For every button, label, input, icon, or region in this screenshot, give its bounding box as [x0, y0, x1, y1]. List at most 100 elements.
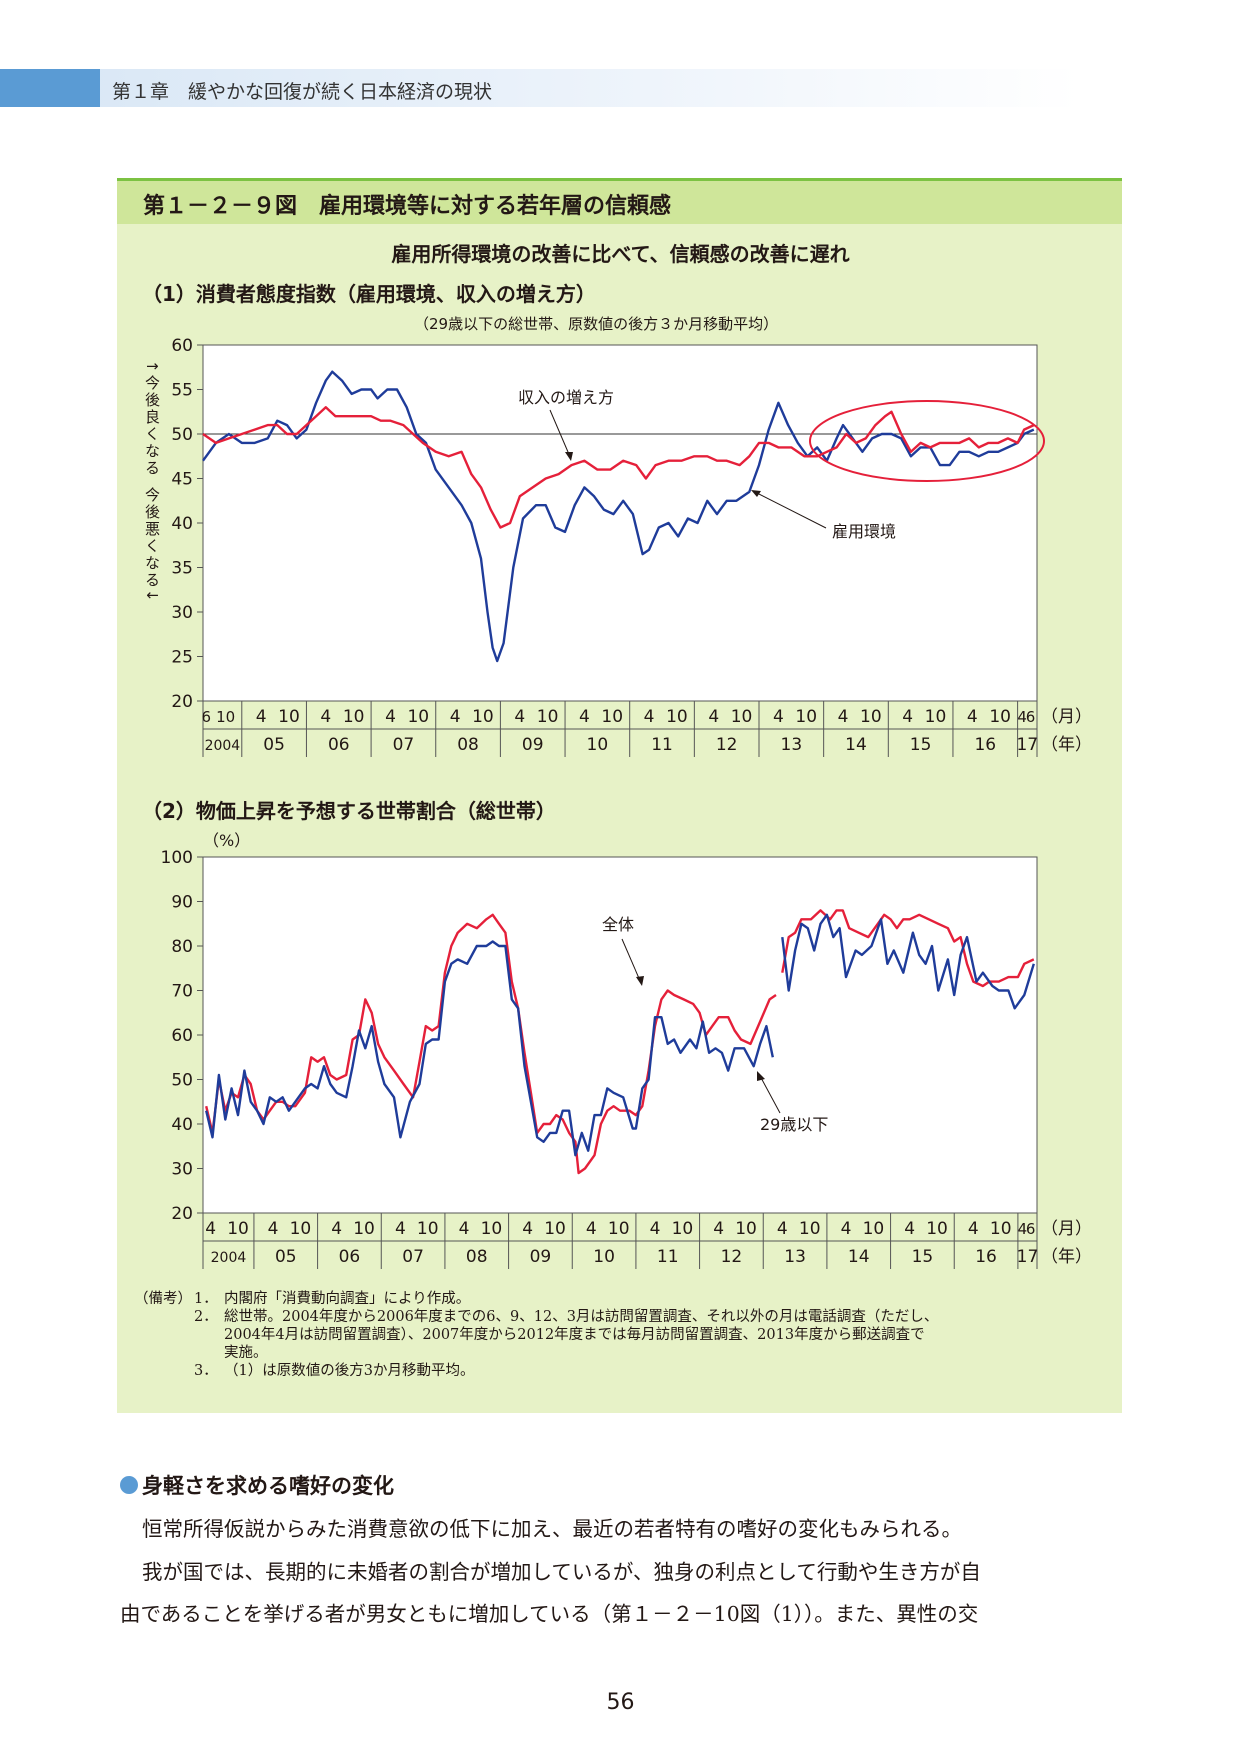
x-year-label: 13: [781, 735, 803, 755]
y-tick-label: 45: [171, 470, 193, 490]
y-tick-label: 30: [171, 603, 193, 623]
x-year-label: 15: [910, 735, 932, 755]
x-month-label: 4: [268, 1219, 279, 1239]
y-axis-label-down: 今後悪くなる↓: [143, 487, 161, 604]
x-month-label: 10: [343, 707, 365, 727]
chart-price-expectation: 20 30 40 50 60 70 80 90 100 2004 05 06 07 08 09 10 11 12 1…: [161, 831, 1092, 1269]
x-month-unit: （月）: [1041, 707, 1092, 727]
y-tick-label: 20: [171, 692, 193, 712]
x-year-label: 12: [721, 1247, 743, 1267]
y-tick-label: 80: [171, 937, 193, 957]
note-lbl: [134, 1308, 194, 1326]
annotation-under29-pointer: [758, 1073, 781, 1114]
x-month-label: 4: [968, 1219, 979, 1239]
x-year-unit: （年）: [1041, 735, 1092, 755]
x-year-label: 13: [784, 1247, 806, 1267]
note-txt: 総世帯。2004年度から2006年度までの6、9、12、3月は訪問留置調査、それ…: [224, 1309, 939, 1325]
y-tick-label: 60: [171, 336, 193, 356]
x-month-label: 10: [608, 1219, 630, 1239]
x-month-label: 10: [731, 707, 753, 727]
x-month-label: 4: [713, 1219, 724, 1239]
annotation-total-arrowhead: [636, 976, 644, 986]
figure-notes: （備考） 1． 内閣府「消費動向調査」により作成。 2． 総世帯。2004年度から200…: [134, 1290, 1124, 1380]
plot-area: [202, 856, 1038, 1214]
x-year-label: 08: [457, 735, 479, 755]
x-month-label: 4: [385, 707, 396, 727]
x-month-label: 10: [278, 707, 300, 727]
x-month-unit: （月）: [1041, 1219, 1092, 1239]
x-month-label: 4: [579, 707, 590, 727]
x-month-label: 10: [990, 1219, 1012, 1239]
x-year-label: 15: [912, 1247, 934, 1267]
y-axis-label-up: ↑今後良くなる: [143, 360, 161, 477]
x-month-label: 10: [799, 1219, 821, 1239]
x-month-label: 10: [544, 1219, 566, 1239]
x-year-label: 16: [974, 735, 996, 755]
y-tick-label: 55: [171, 381, 193, 401]
x-month-label: 10: [227, 1219, 249, 1239]
y-tick-label: 35: [171, 559, 193, 579]
x-month-label: 4: [514, 707, 525, 727]
annotation-under29-arrowhead: [757, 1071, 765, 1081]
y-tick-label: 30: [171, 1160, 193, 1180]
x-month-label: 10: [860, 707, 882, 727]
bullet-dot-icon: [120, 1476, 138, 1494]
series-line: [781, 913, 1035, 1010]
y-tick-label: 20: [171, 1204, 193, 1224]
note-row: 3． （1）は原数値の後方3か月移動平均。: [134, 1362, 1124, 1380]
x-year-label: 11: [657, 1247, 679, 1267]
x-month-label: 10: [537, 707, 559, 727]
section-heading: 身軽さを求める嗜好の変化: [120, 1470, 394, 1500]
series-line: [781, 909, 1035, 988]
x-month-label: 4: [331, 1219, 342, 1239]
note-lbl: [134, 1326, 194, 1344]
x-year-label: 09: [522, 735, 544, 755]
annotation-income: 収入の増え方: [518, 388, 614, 407]
chapter-accent: [0, 69, 100, 107]
paragraph-2-line-2: 由であることを挙げる者が男女ともに増加している（第１－２－10図（1））。また、…: [120, 1602, 979, 1626]
x-month-label: 4: [650, 1219, 661, 1239]
x-month-label: 10: [216, 708, 235, 726]
x-year-label: 05: [263, 735, 285, 755]
figure-subtitle: 雇用所得環境の改善に比べて、信頼感の改善に遅れ: [391, 242, 850, 266]
page-number: 56: [606, 1690, 635, 1715]
x-year-unit: （年）: [1041, 1247, 1092, 1267]
note-num: 1．: [194, 1291, 218, 1307]
x-month-label: 4: [841, 1219, 852, 1239]
x-month-label: 10: [353, 1219, 375, 1239]
y-tick-label: 100: [161, 848, 193, 868]
x-year-label: 05: [275, 1247, 297, 1267]
x-month-label: 4: [708, 707, 719, 727]
x-year-label: 2004: [205, 738, 241, 754]
x-month-label: 10: [735, 1219, 757, 1239]
x-month-label: 6: [1026, 708, 1036, 726]
x-month-label: 10: [601, 707, 623, 727]
annotation-under29: 29歳以下: [760, 1115, 828, 1134]
x-year-label: 17: [1016, 735, 1038, 755]
x-year-label: 10: [593, 1247, 615, 1267]
y-tick-label: 50: [171, 425, 193, 445]
note-lbl: （備考）: [134, 1291, 192, 1307]
x-year-label: 10: [587, 735, 609, 755]
x-month-label: 4: [459, 1219, 470, 1239]
note-row: （備考） 1． 内閣府「消費動向調査」により作成。: [134, 1290, 1124, 1308]
x-month-label: 10: [472, 707, 494, 727]
annotation-total-pointer: [621, 938, 642, 984]
x-year-label: 14: [848, 1247, 870, 1267]
figure-title: 第１－２－９図 雇用環境等に対する若年層の信頼感: [143, 194, 672, 219]
x-year-label: 16: [975, 1247, 997, 1267]
note-num: [194, 1344, 224, 1362]
x-month-label: 10: [795, 707, 817, 727]
x-month-label: 4: [904, 1219, 915, 1239]
x-year-label: 2004: [211, 1250, 247, 1266]
x-month-label: 4: [838, 707, 849, 727]
annotation-income-pointer: [549, 409, 572, 460]
x-month-label: 6: [201, 708, 211, 726]
x-month-label: 4: [256, 707, 267, 727]
section-heading-text: 身軽さを求める嗜好の変化: [142, 1474, 394, 1498]
series-line: [202, 406, 1035, 529]
highlight-ellipse: [809, 400, 1045, 482]
x-month-label: 4: [205, 1219, 216, 1239]
x-year-label: 08: [466, 1247, 488, 1267]
note-txt: 2004年4月は訪問留置調査）、2007年度から2012年度までは毎月訪問留置調…: [224, 1327, 925, 1343]
